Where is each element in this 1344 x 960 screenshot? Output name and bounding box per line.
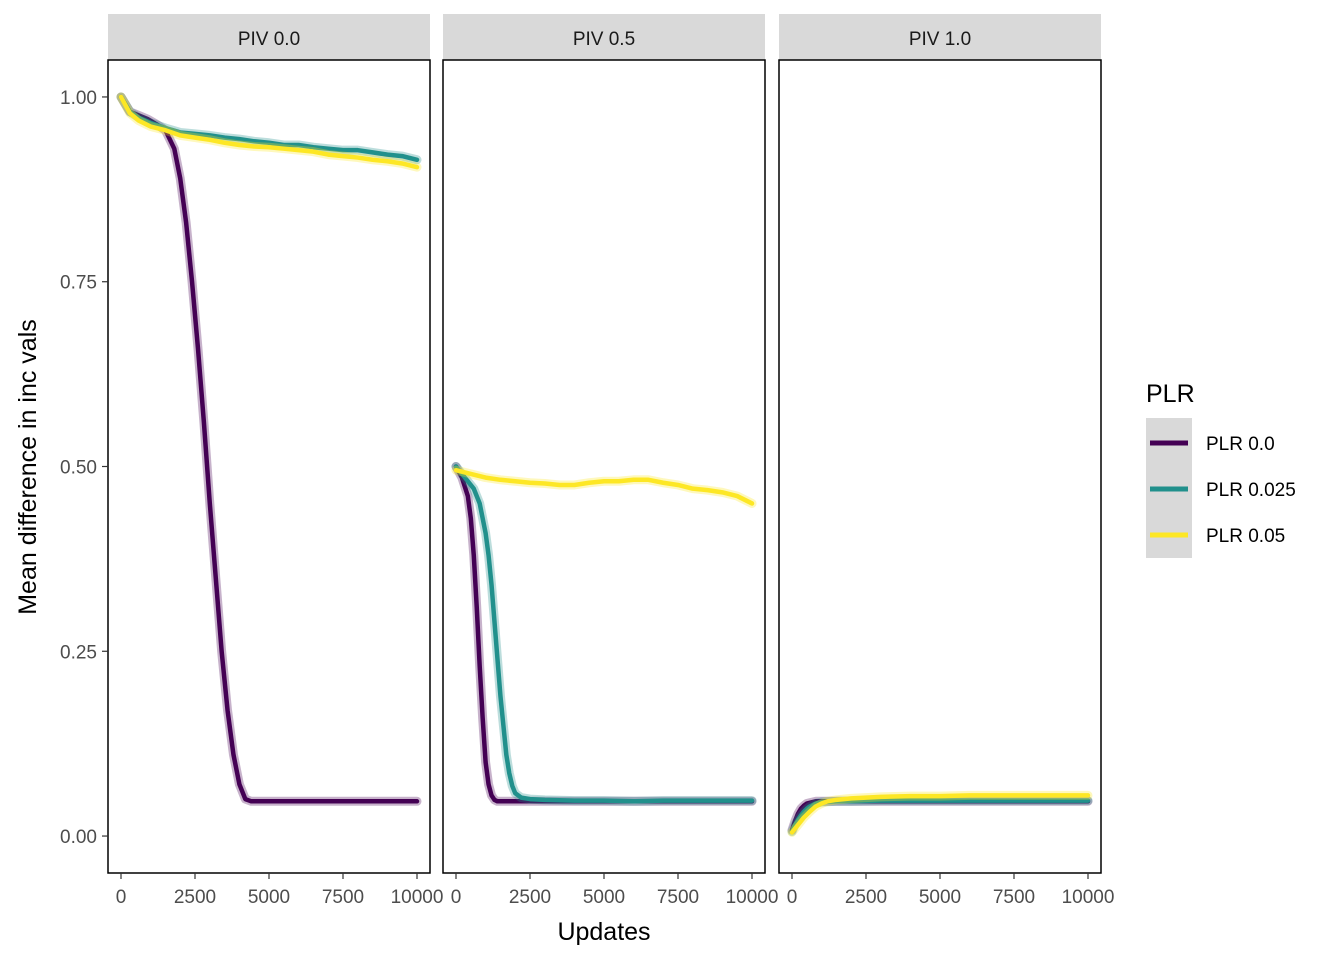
x-tick-label: 2500 bbox=[174, 887, 216, 908]
facet-strip-label: PIV 0.5 bbox=[573, 29, 635, 50]
y-tick-label: 1.00 bbox=[60, 88, 97, 109]
legend: PLR PLR 0.0 PLR 0.025 PLR 0.05 bbox=[1146, 380, 1296, 558]
y-tick-label: 0.00 bbox=[60, 827, 97, 848]
panel-border bbox=[107, 59, 431, 874]
series-line bbox=[118, 94, 420, 170]
facet-strip bbox=[779, 14, 1101, 60]
facet-strip-label: PIV 0.0 bbox=[238, 29, 300, 50]
y-tick-label: 0.25 bbox=[60, 642, 97, 663]
series-line bbox=[789, 793, 1091, 835]
x-tick-label: 2500 bbox=[845, 887, 887, 908]
x-tick-label: 7500 bbox=[993, 887, 1035, 908]
y-axis-title: Mean difference in inc vals bbox=[14, 319, 42, 615]
legend-label: PLR 0.0 bbox=[1206, 434, 1275, 455]
x-tick-label: 7500 bbox=[657, 887, 699, 908]
panels-layer: PIV 0.0 0 2500 5000 7500 10000 0.00 0.25 0.50 0.7… bbox=[60, 14, 1114, 908]
series-line bbox=[453, 464, 755, 804]
legend-label: PLR 0.05 bbox=[1206, 526, 1285, 547]
series-line bbox=[453, 467, 755, 506]
facet-strip-label: PIV 1.0 bbox=[909, 29, 971, 50]
y-tick-label: 0.75 bbox=[60, 273, 97, 294]
x-tick-label: 10000 bbox=[1062, 887, 1115, 908]
x-axis-title: Updates bbox=[557, 918, 650, 946]
x-tick-label: 5000 bbox=[248, 887, 290, 908]
panel-border bbox=[442, 59, 766, 874]
panel-2: PIV 0.5 0 2500 5000 7500 10000 bbox=[442, 14, 779, 908]
x-tick-label: 2500 bbox=[509, 887, 551, 908]
x-tick-label: 10000 bbox=[726, 887, 779, 908]
x-tick-label: 0 bbox=[116, 887, 127, 908]
panel-1: PIV 0.0 0 2500 5000 7500 10000 0.00 0.25 0.50 0.7… bbox=[60, 14, 443, 908]
panel-border bbox=[778, 59, 1102, 874]
x-tick-label: 5000 bbox=[583, 887, 625, 908]
x-tick-label: 0 bbox=[787, 887, 798, 908]
legend-label: PLR 0.025 bbox=[1206, 480, 1296, 501]
x-tick-label: 10000 bbox=[391, 887, 444, 908]
series-line bbox=[118, 94, 420, 163]
x-tick-label: 7500 bbox=[322, 887, 364, 908]
y-tick-label: 0.50 bbox=[60, 458, 97, 479]
facet-strip bbox=[443, 14, 765, 60]
series-line bbox=[789, 798, 1091, 834]
legend-entries: PLR 0.0 PLR 0.025 PLR 0.05 bbox=[1150, 434, 1296, 547]
panel-3: PIV 1.0 0 2500 5000 7500 10000 bbox=[778, 14, 1115, 908]
x-tick-label: 5000 bbox=[919, 887, 961, 908]
legend-title: PLR bbox=[1146, 380, 1195, 408]
facet-strip bbox=[108, 14, 430, 60]
x-tick-label: 0 bbox=[451, 887, 462, 908]
